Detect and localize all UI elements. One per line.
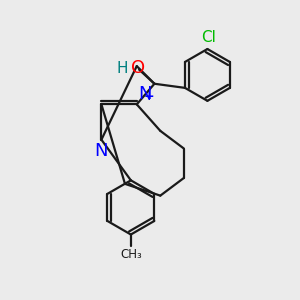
Text: Cl: Cl	[202, 31, 216, 46]
Text: +: +	[144, 90, 154, 103]
Text: N: N	[138, 85, 152, 103]
Text: H: H	[116, 61, 128, 76]
Text: CH₃: CH₃	[120, 248, 142, 261]
Text: O: O	[130, 59, 145, 77]
Text: N: N	[95, 142, 108, 160]
